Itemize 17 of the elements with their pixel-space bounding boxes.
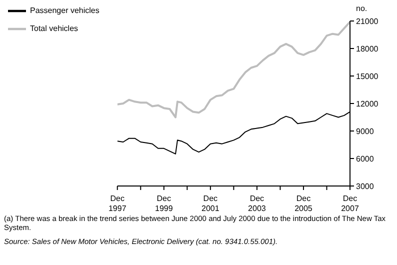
y-tick-label: 18000: [356, 44, 379, 54]
y-tick-label: 21000: [356, 16, 379, 26]
y-axis-title: no.: [356, 4, 368, 13]
x-tick-label: Dec 1999: [155, 194, 174, 213]
y-tick-label: 6000: [356, 154, 374, 164]
y-tick-label: 15000: [356, 72, 379, 81]
line-series: [117, 21, 350, 118]
legend-label: Total vehicles: [30, 24, 78, 34]
x-tick-label: Dec 2001: [202, 194, 220, 213]
x-tick-label: Dec 2005: [294, 194, 313, 213]
x-tick-label: Dec 1997: [108, 194, 127, 213]
y-tick-label: 9000: [356, 126, 374, 136]
legend-label: Passenger vehicles: [30, 6, 100, 16]
x-tick-label: Dec 2007: [341, 194, 360, 213]
y-tick-label: 12000: [356, 99, 379, 108]
y-tick-label: 3000: [356, 182, 374, 191]
x-tick-label: Dec 2003: [248, 194, 266, 213]
